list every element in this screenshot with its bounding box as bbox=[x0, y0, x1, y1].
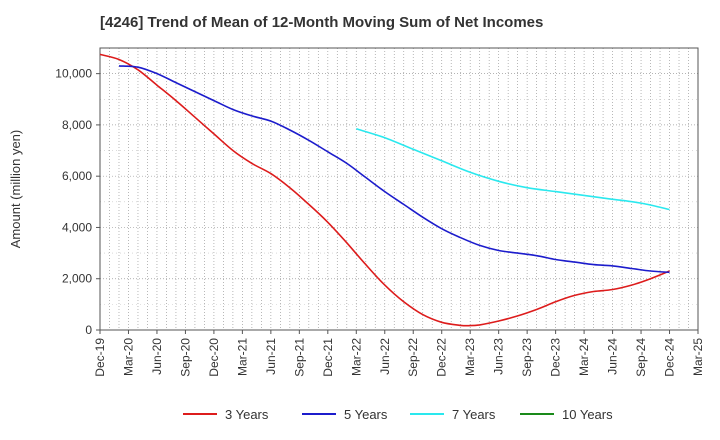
x-tick-label: Jun-21 bbox=[264, 338, 278, 375]
x-tick-label: Jun-20 bbox=[150, 338, 164, 375]
x-tick-label: Mar-25 bbox=[691, 338, 705, 376]
series-line-7-years bbox=[356, 128, 670, 211]
plot-frame bbox=[99, 47, 699, 331]
y-tick-label: 8,000 bbox=[62, 118, 92, 132]
x-tick-label: Mar-23 bbox=[463, 338, 477, 376]
x-tick-label: Sep-21 bbox=[292, 338, 306, 377]
y-tick-label: 2,000 bbox=[62, 272, 92, 286]
y-tick-label: 0 bbox=[85, 323, 92, 337]
x-tick-label: Jun-24 bbox=[606, 338, 620, 375]
x-tick-label: Dec-20 bbox=[207, 338, 221, 377]
x-tick-label: Sep-22 bbox=[406, 338, 420, 377]
y-tick-label: 10,000 bbox=[55, 67, 92, 81]
x-tick-label: Dec-19 bbox=[93, 338, 107, 377]
chart-title: [4246] Trend of Mean of 12-Month Moving … bbox=[100, 14, 544, 31]
x-tick-label: Sep-24 bbox=[634, 338, 648, 377]
legend-label-7-years: 7 Years bbox=[452, 407, 496, 422]
x-tick-label: Dec-22 bbox=[435, 338, 449, 377]
y-tick-label: 4,000 bbox=[62, 220, 92, 234]
legend-label-5-years: 5 Years bbox=[344, 407, 388, 422]
y-tick-label: 6,000 bbox=[62, 169, 92, 183]
x-tick-label: Sep-23 bbox=[520, 338, 534, 377]
legend-label-3-years: 3 Years bbox=[225, 407, 269, 422]
series-line-5-years bbox=[118, 65, 670, 274]
x-tick-label: Sep-20 bbox=[178, 338, 192, 377]
plot-area bbox=[100, 48, 698, 330]
x-tick-label: Dec-21 bbox=[321, 338, 335, 377]
x-tick-label: Jun-23 bbox=[492, 338, 506, 375]
y-axis-title: Amount (million yen) bbox=[8, 130, 23, 249]
series-line-3-years bbox=[99, 53, 670, 327]
x-tick-label: Jun-22 bbox=[378, 338, 392, 375]
x-tick-label: Mar-22 bbox=[349, 338, 363, 376]
legend-label-10-years: 10 Years bbox=[562, 407, 613, 422]
x-tick-label: Dec-23 bbox=[549, 338, 563, 377]
x-tick-label: Mar-24 bbox=[577, 338, 591, 376]
x-tick-label: Mar-20 bbox=[121, 338, 135, 376]
x-tick-label: Dec-24 bbox=[663, 338, 677, 377]
x-tick-label: Mar-21 bbox=[235, 338, 249, 376]
